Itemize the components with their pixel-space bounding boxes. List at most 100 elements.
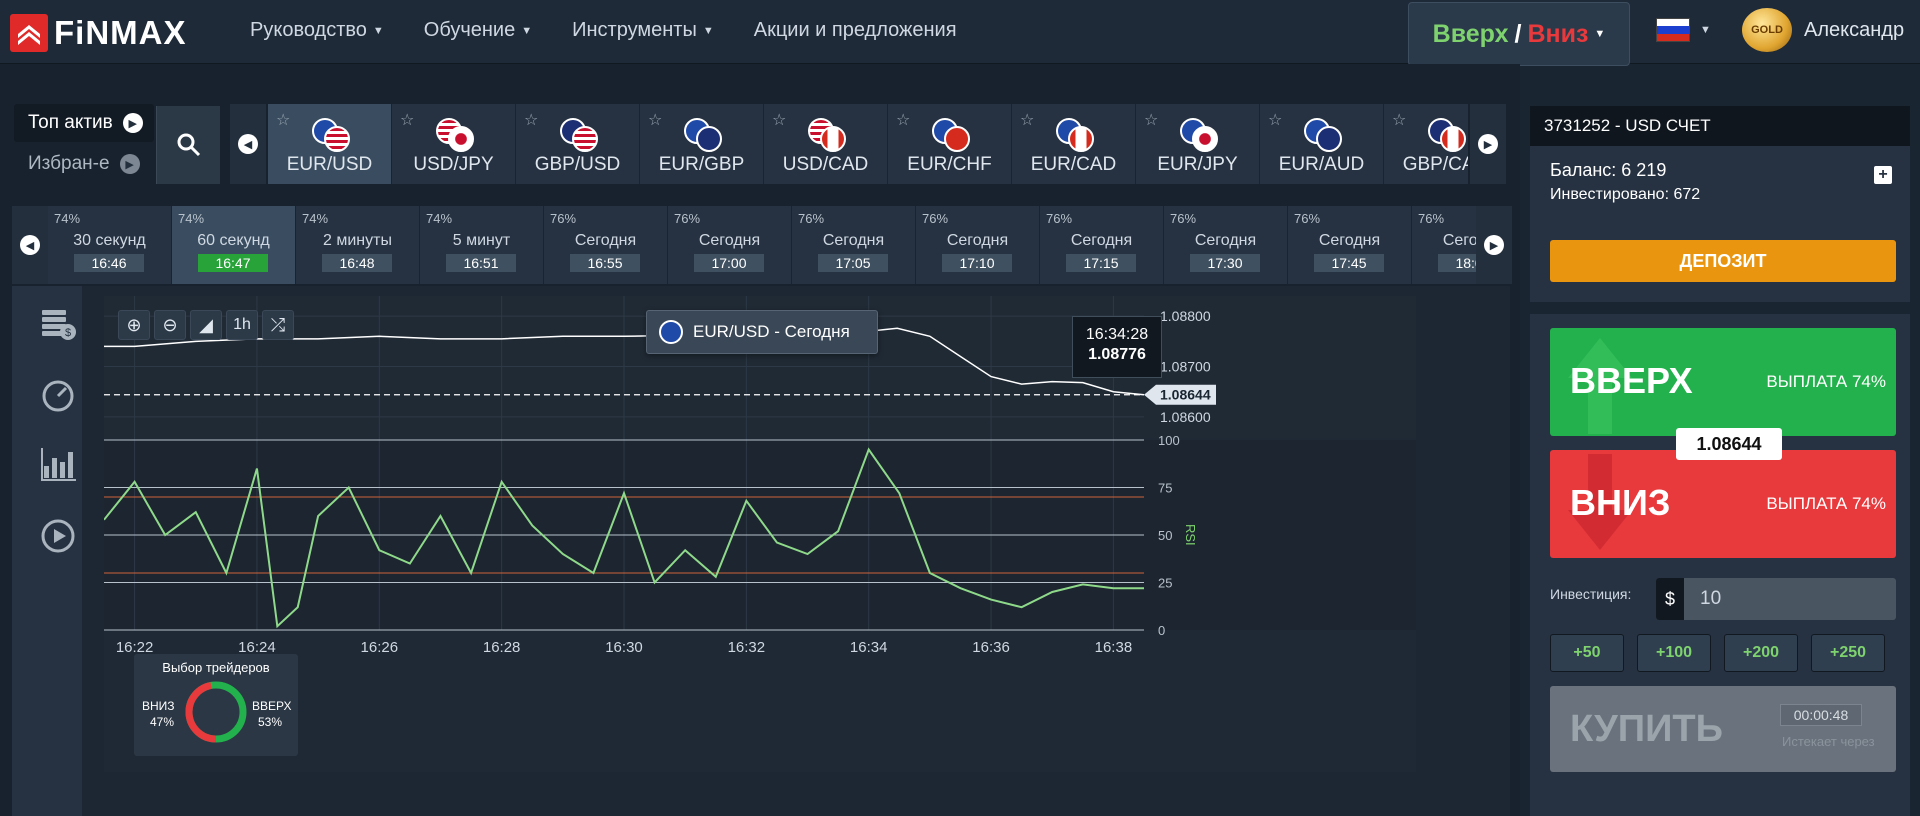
- zoom-out-icon[interactable]: ⊖: [154, 310, 186, 340]
- star-icon[interactable]: ☆: [276, 112, 291, 129]
- price-chart[interactable]: 1.08800 1.08700 1.08600 1.08644 100 75 50 25 0 RS…: [104, 296, 1416, 772]
- assets-next-button[interactable]: ▶: [1470, 104, 1506, 184]
- chevron-down-icon: ▼: [702, 24, 714, 37]
- investment-field[interactable]: $: [1656, 578, 1896, 620]
- down-button[interactable]: ВНИЗ ВЫПЛАТА 74%: [1550, 450, 1896, 558]
- buy-button[interactable]: КУПИТЬ 00:00:48 Истекает через: [1550, 686, 1896, 772]
- expiry-option[interactable]: 76% Сегодня 17:45: [1288, 206, 1412, 284]
- asset-tab[interactable]: ☆ EUR/CAD: [1012, 104, 1136, 184]
- area-chart-icon[interactable]: ◢: [190, 310, 222, 340]
- expiry-time: 16:55: [570, 254, 640, 272]
- chevron-down-icon: ▼: [1594, 28, 1606, 40]
- star-icon[interactable]: ☆: [772, 112, 787, 129]
- expiry-option[interactable]: 76% Сегодня 18:00: [1412, 206, 1476, 284]
- time-tick-label: 16:24: [238, 639, 276, 656]
- star-icon[interactable]: ☆: [896, 112, 911, 129]
- indicator-icon[interactable]: ⤮: [262, 310, 294, 340]
- money-stack-icon[interactable]: $: [38, 304, 78, 344]
- payout-pct: 74%: [302, 211, 329, 226]
- ca-flag-icon: [820, 126, 846, 152]
- asset-tab[interactable]: ☆ EUR/USD: [268, 104, 392, 184]
- expiry-option[interactable]: 76% Сегодня 17:30: [1164, 206, 1288, 284]
- logo[interactable]: FiNMAX: [10, 14, 187, 52]
- investment-input[interactable]: [1684, 588, 1884, 610]
- price-tick-label: 1.08700: [1160, 359, 1211, 375]
- asset-tab[interactable]: ☆ EUR/AUD: [1260, 104, 1384, 184]
- expiry-label: Сегодня: [822, 232, 885, 249]
- chevron-left-icon: ◀: [20, 235, 40, 255]
- zoom-in-icon[interactable]: ⊕: [118, 310, 150, 340]
- star-icon[interactable]: ☆: [648, 112, 663, 129]
- timeframe-button[interactable]: 1h: [226, 310, 258, 340]
- speedometer-icon[interactable]: [38, 374, 78, 414]
- language-flag-icon[interactable]: [1656, 18, 1690, 42]
- expiry-label: Сегодня: [1070, 232, 1133, 249]
- tab-favorites[interactable]: Избран-е ▶: [14, 146, 154, 182]
- asset-tab[interactable]: ☆ EUR/GBP: [640, 104, 764, 184]
- asset-tab[interactable]: ☆GBP/CAD: [1384, 104, 1468, 184]
- expiry-prev-button[interactable]: ◀: [12, 206, 48, 284]
- chevron-right-icon: ▶: [1478, 134, 1498, 154]
- expiry-option[interactable]: 74% 30 секунд 16:46: [48, 206, 172, 284]
- asset-tab[interactable]: ☆ USD/JPY: [392, 104, 516, 184]
- asset-tab[interactable]: ☆ EUR/JPY: [1136, 104, 1260, 184]
- time-tick-label: 16:28: [483, 639, 521, 656]
- star-icon[interactable]: ☆: [400, 112, 415, 129]
- star-icon[interactable]: ☆: [1268, 112, 1283, 129]
- asset-tab[interactable]: ☆ GBP/USD: [516, 104, 640, 184]
- expiry-option[interactable]: 76% Сегодня 17:00: [668, 206, 792, 284]
- nav-item-promotions[interactable]: Акции и предложения: [753, 19, 957, 41]
- star-icon[interactable]: ☆: [524, 112, 539, 129]
- search-icon: [177, 133, 200, 157]
- assets-prev-button[interactable]: ◀: [230, 104, 266, 184]
- time-tick-label: 16:22: [116, 639, 154, 656]
- bar-chart-icon[interactable]: [38, 444, 78, 484]
- play-video-icon[interactable]: [38, 516, 78, 556]
- tab-top-assets[interactable]: Топ актив ▶: [14, 104, 154, 142]
- jp-flag-icon: [448, 126, 474, 152]
- expiry-option[interactable]: 76% Сегодня 16:55: [544, 206, 668, 284]
- user-menu[interactable]: GOLD Александр: [1742, 8, 1904, 52]
- current-price-tag-label: 1.08644: [1160, 387, 1211, 403]
- star-icon[interactable]: ☆: [1144, 112, 1159, 129]
- gb-flag-icon: [696, 126, 722, 152]
- expiry-option[interactable]: 76% Сегодня 17:05: [792, 206, 916, 284]
- expiry-option[interactable]: 76% Сегодня 17:10: [916, 206, 1040, 284]
- expiry-option[interactable]: 76% Сегодня 17:15: [1040, 206, 1164, 284]
- rsi-label: RSI: [1183, 524, 1198, 546]
- expiry-label: Сегодня: [698, 232, 761, 249]
- chart-toolbar: ⊕ ⊖ ◢ 1h ⤮: [118, 310, 294, 340]
- nav-item-guide[interactable]: Руководство ▼: [250, 19, 384, 41]
- star-icon[interactable]: ☆: [1392, 112, 1407, 129]
- price-tooltip: 16:34:28 1.08776: [1072, 316, 1162, 378]
- expiry-time: 17:10: [942, 254, 1012, 272]
- expiry-time: 17:00: [694, 254, 764, 272]
- asset-tab[interactable]: ☆ USD/CAD: [764, 104, 888, 184]
- mode-selector[interactable]: Вверх / Вниз ▼: [1408, 2, 1630, 66]
- expiry-label: 30 секунд: [73, 232, 146, 249]
- current-price-tag: [1144, 384, 1216, 405]
- expiry-next-button[interactable]: ▶: [1476, 206, 1512, 284]
- deposit-button[interactable]: ДЕПОЗИТ: [1550, 240, 1896, 282]
- asset-tab[interactable]: ☆ EUR/CHF: [888, 104, 1012, 184]
- nav-item-tools[interactable]: Инструменты ▼: [572, 19, 714, 41]
- expiry-option[interactable]: 74% 2 минуты 16:48: [296, 206, 420, 284]
- chevron-left-icon: ◀: [238, 134, 258, 154]
- star-icon[interactable]: ☆: [1020, 112, 1035, 129]
- quick-add-100-button[interactable]: +100: [1637, 634, 1711, 672]
- expiry-option[interactable]: 74% 60 секунд 16:47: [172, 206, 296, 284]
- expiry-time: 16:48: [322, 254, 392, 272]
- chart-asset-label[interactable]: EUR/USD - Сегодня: [646, 310, 878, 354]
- add-funds-icon[interactable]: +: [1874, 166, 1892, 184]
- nav-item-education[interactable]: Обучение ▼: [423, 19, 533, 41]
- chevron-down-icon[interactable]: ▼: [1700, 24, 1711, 36]
- quick-add-250-button[interactable]: +250: [1811, 634, 1885, 672]
- search-button[interactable]: [156, 106, 220, 184]
- expiry-timer: 00:00:48: [1780, 704, 1862, 726]
- expiry-label: 2 минуты: [323, 232, 392, 249]
- payout-pct: 76%: [550, 211, 577, 226]
- quick-add-50-button[interactable]: +50: [1550, 634, 1624, 672]
- expiry-option[interactable]: 74% 5 минут 16:51: [420, 206, 544, 284]
- up-button[interactable]: ВВЕРХ ВЫПЛАТА 74%: [1550, 328, 1896, 436]
- quick-add-200-button[interactable]: +200: [1724, 634, 1798, 672]
